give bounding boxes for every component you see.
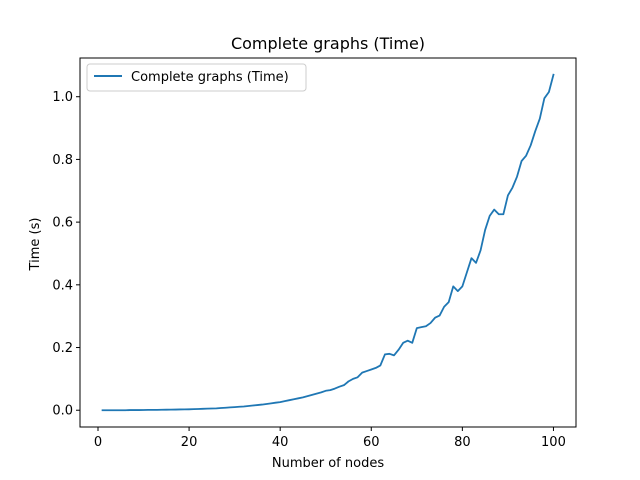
- legend-entry-label: Complete graphs (Time): [131, 70, 289, 85]
- y-axis: 0.0 0.2 0.4 0.6 0.8 1.0: [52, 90, 80, 419]
- y-tick-label: 0.4: [52, 278, 73, 293]
- y-tick-label: 1.0: [52, 90, 73, 105]
- series-line-0: [101, 73, 555, 412]
- y-tick-label: 0.6: [52, 216, 73, 231]
- x-tick-label: 20: [181, 435, 198, 450]
- x-tick-label: 60: [363, 435, 380, 450]
- y-tick-label: 0.2: [52, 341, 73, 356]
- x-tick-label: 80: [454, 435, 471, 450]
- x-axis-label: Number of nodes: [272, 456, 384, 471]
- x-tick-label: 0: [94, 435, 102, 450]
- axes-frame: [79, 57, 577, 428]
- x-axis: 0 20 40 60 80 100: [94, 427, 566, 450]
- y-tick-label: 0.8: [52, 153, 73, 168]
- chart-title: Complete graphs (Time): [231, 34, 425, 53]
- x-tick-label: 100: [541, 435, 566, 450]
- y-axis-label: Time (s): [28, 218, 43, 272]
- legend: Complete graphs (Time): [86, 63, 307, 92]
- x-tick-label: 40: [272, 435, 289, 450]
- plot-area: [101, 73, 555, 412]
- legend-box: [86, 63, 307, 92]
- y-tick-label: 0.0: [52, 404, 73, 419]
